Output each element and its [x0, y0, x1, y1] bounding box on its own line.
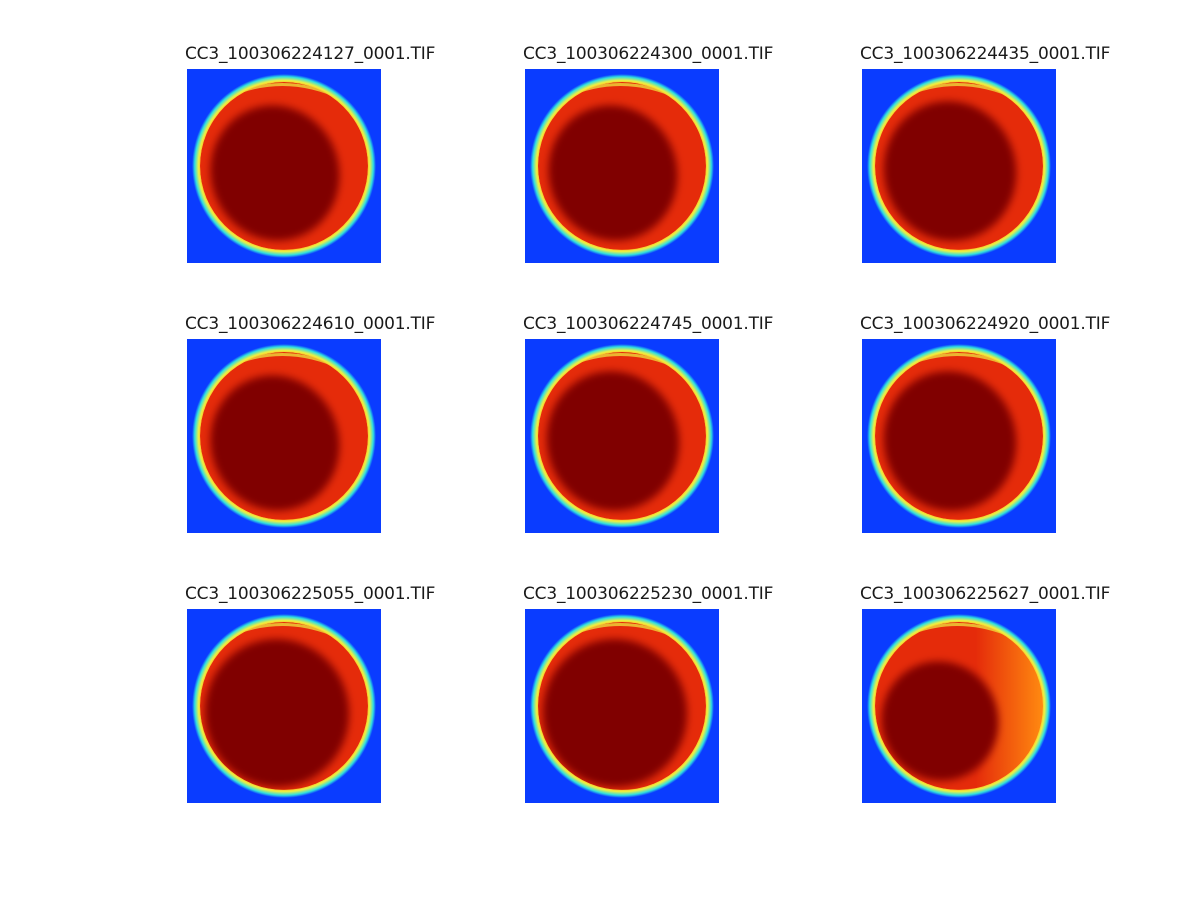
disc-core: [883, 101, 1017, 241]
heatmap-image: [187, 609, 381, 803]
heatmap-image: [525, 339, 719, 533]
panel-6: CC3_100306224920_0001.TIF: [860, 314, 1132, 536]
panel-title: CC3_100306224127_0001.TIF: [185, 44, 436, 64]
disc-core: [204, 639, 350, 787]
panel-title: CC3_100306225230_0001.TIF: [523, 584, 774, 604]
heatmap-image: [862, 339, 1056, 533]
disc-core: [542, 639, 688, 787]
disc-core: [548, 105, 678, 241]
panel-title: CC3_100306225627_0001.TIF: [860, 584, 1111, 604]
heatmap-image: [862, 69, 1056, 263]
panel-5: CC3_100306224745_0001.TIF: [523, 314, 795, 536]
panel-1: CC3_100306224127_0001.TIF: [185, 44, 457, 266]
heatmap-image: [525, 69, 719, 263]
panel-2: CC3_100306224300_0001.TIF: [523, 44, 795, 266]
disc-core: [546, 371, 680, 511]
panel-7: CC3_100306225055_0001.TIF: [185, 584, 457, 806]
heatmap-image: [187, 339, 381, 533]
panel-title: CC3_100306224435_0001.TIF: [860, 44, 1111, 64]
panel-3: CC3_100306224435_0001.TIF: [860, 44, 1132, 266]
panel-title: CC3_100306224300_0001.TIF: [523, 44, 774, 64]
panel-title: CC3_100306224610_0001.TIF: [185, 314, 436, 334]
panel-title: CC3_100306225055_0001.TIF: [185, 584, 436, 604]
heatmap-image: [862, 609, 1056, 803]
disc-core: [883, 371, 1017, 511]
disc-core: [881, 661, 999, 781]
disc-core: [210, 375, 340, 511]
disc-core: [210, 105, 340, 241]
panel-title: CC3_100306224745_0001.TIF: [523, 314, 774, 334]
heatmap-image: [187, 69, 381, 263]
heatmap-image: [525, 609, 719, 803]
panel-8: CC3_100306225230_0001.TIF: [523, 584, 795, 806]
panel-9: CC3_100306225627_0001.TIF: [860, 584, 1132, 806]
panel-title: CC3_100306224920_0001.TIF: [860, 314, 1111, 334]
panel-4: CC3_100306224610_0001.TIF: [185, 314, 457, 536]
